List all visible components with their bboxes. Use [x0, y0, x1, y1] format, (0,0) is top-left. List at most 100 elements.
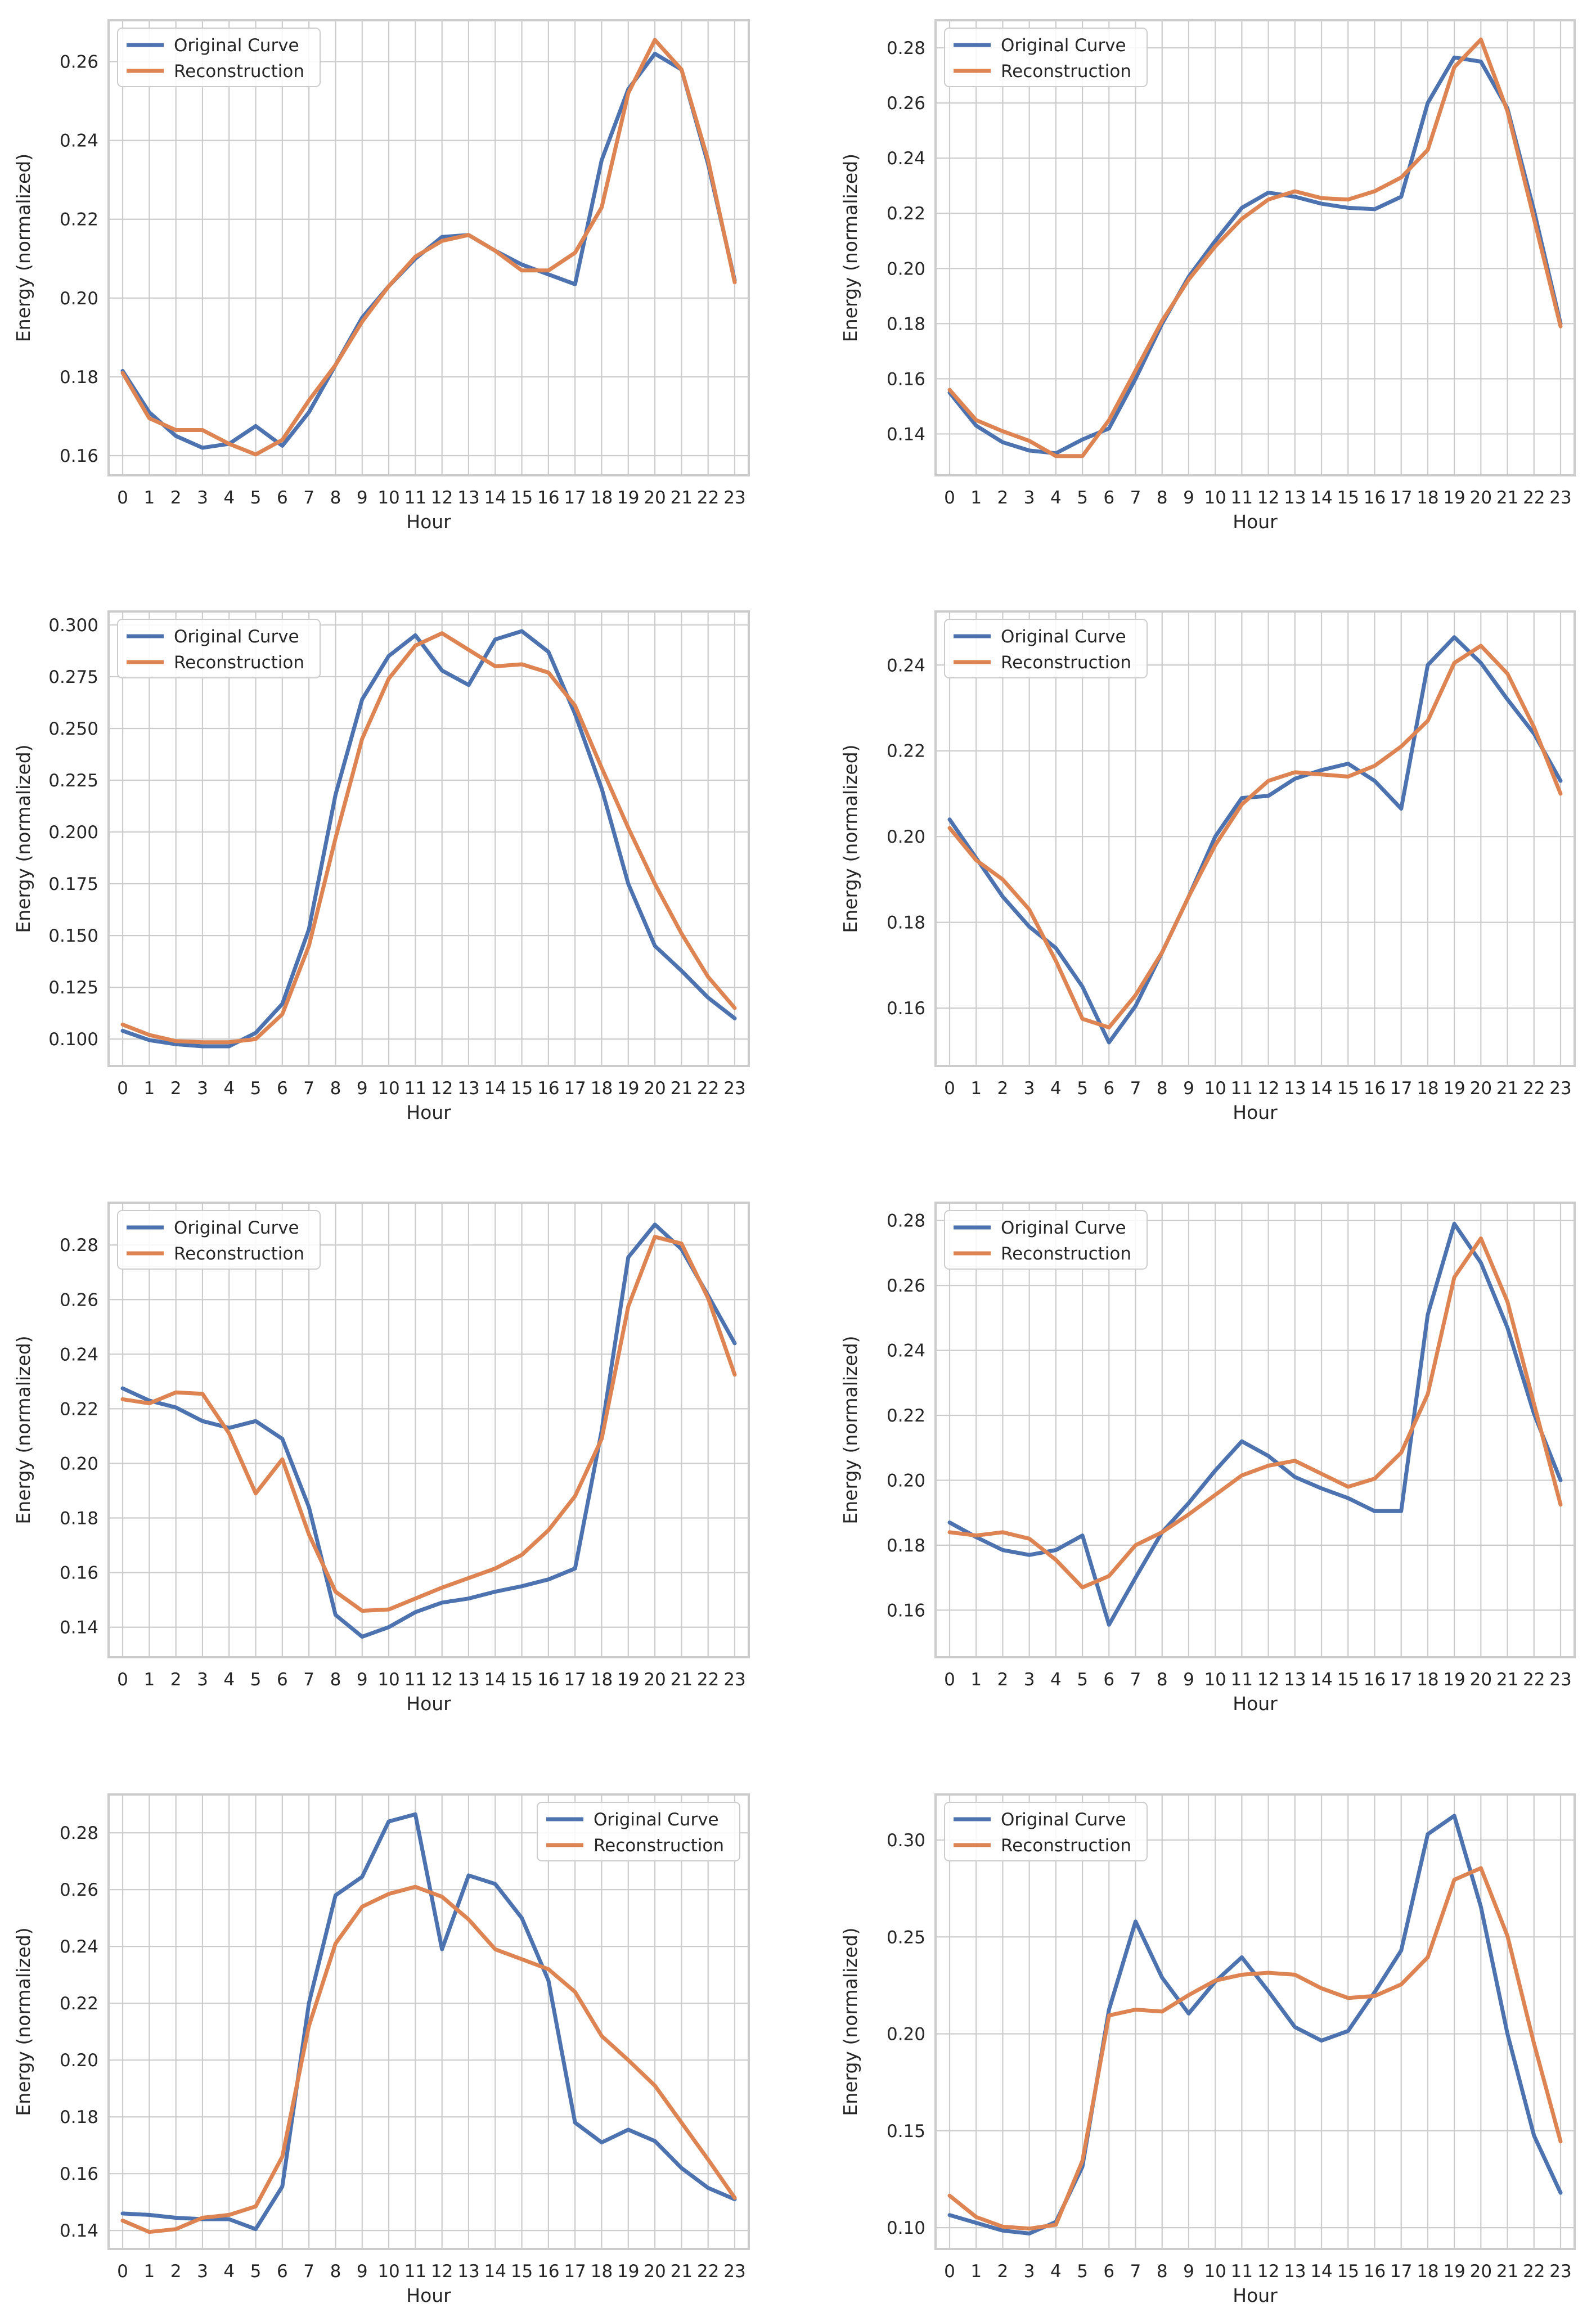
x-tick-label: 11	[404, 1078, 426, 1099]
y-tick-label: 0.20	[60, 2050, 98, 2071]
y-tick-label: 0.18	[887, 1536, 925, 1556]
x-tick-label: 23	[1549, 1078, 1571, 1099]
x-tick-label: 12	[431, 1670, 453, 1690]
x-tick-label: 22	[1523, 488, 1545, 508]
y-tick-label: 0.200	[48, 822, 98, 843]
x-tick-label: 23	[1549, 488, 1571, 508]
x-tick-label: 8	[330, 488, 341, 508]
x-tick-label: 16	[1364, 488, 1386, 508]
y-tick-label: 0.125	[48, 978, 98, 998]
x-tick-label: 15	[511, 1670, 533, 1690]
plot-frame	[934, 19, 1576, 476]
x-tick-label: 17	[564, 2261, 586, 2282]
x-tick-label: 4	[223, 1078, 235, 1099]
x-tick-label: 2	[170, 2261, 182, 2282]
x-tick-label: 21	[1496, 2261, 1518, 2282]
x-tick-label: 0	[117, 1670, 128, 1690]
y-tick-label: 0.22	[60, 1399, 98, 1419]
x-tick-label: 8	[1157, 2261, 1168, 2282]
y-tick-label: 0.24	[60, 1344, 98, 1365]
y-tick-label: 0.22	[60, 210, 98, 230]
x-tick-label: 13	[1284, 1078, 1306, 1099]
x-tick-label: 10	[377, 1078, 399, 1099]
x-axis-label: Hour	[406, 511, 451, 533]
x-tick-label: 3	[197, 1078, 208, 1099]
legend-label: Original Curve	[174, 35, 299, 56]
y-axis-label: Energy (normalized)	[839, 154, 861, 342]
y-tick-label: 0.16	[60, 2164, 98, 2184]
legend: Original Curve Reconstruction	[117, 619, 321, 678]
x-tick-label: 3	[1024, 2261, 1035, 2282]
x-tick-label: 13	[457, 1670, 479, 1690]
x-tick-label: 21	[1496, 488, 1518, 508]
y-tick-label: 0.225	[48, 771, 98, 791]
x-tick-label: 11	[1231, 488, 1253, 508]
x-tick-label: 5	[1077, 488, 1088, 508]
x-tick-label: 22	[697, 488, 719, 508]
y-tick-label: 0.20	[887, 827, 925, 847]
x-tick-label: 15	[511, 1078, 533, 1099]
x-tick-label: 17	[564, 1670, 586, 1690]
x-tick-label: 3	[197, 488, 208, 508]
x-axis-label: Hour	[406, 1101, 451, 1123]
y-tick-label: 0.18	[60, 367, 98, 388]
series-line-reconstruction	[947, 1866, 1563, 2231]
x-tick-label: 16	[537, 488, 559, 508]
x-tick-label: 4	[223, 2261, 235, 2282]
x-tick-label: 22	[1523, 1078, 1545, 1099]
x-tick-label: 2	[997, 1670, 1009, 1690]
x-axis-label: Hour	[406, 1693, 451, 1715]
legend-box	[944, 619, 1148, 678]
x-tick-label: 10	[377, 2261, 399, 2282]
series-line-reconstruction	[120, 1884, 737, 2234]
x-tick-label: 19	[1443, 1078, 1465, 1099]
x-tick-label: 10	[377, 488, 399, 508]
legend-label: Reconstruction	[594, 1836, 724, 1856]
plot-frame	[107, 1202, 750, 1658]
x-tick-label: 9	[1183, 1078, 1194, 1099]
x-tick-label: 23	[723, 1670, 745, 1690]
y-tick-label: 0.22	[887, 1406, 925, 1426]
series-line-original-curve	[947, 1814, 1563, 2235]
legend-label: Reconstruction	[1001, 1244, 1131, 1264]
series-line-reconstruction	[947, 37, 1563, 458]
x-tick-label: 5	[1077, 1078, 1088, 1099]
y-tick-label: 0.16	[60, 446, 98, 466]
x-tick-label: 2	[170, 1670, 182, 1690]
chart-panel-4: 0 1 2 3 4 5 6 7 8 9 10 11 12 13 14 15 16 17 18 19 20 21 22 230.…	[839, 610, 1576, 1123]
x-tick-label: 13	[1284, 488, 1306, 508]
x-tick-label: 1	[970, 1078, 982, 1099]
x-tick-label: 13	[1284, 1670, 1306, 1690]
x-tick-label: 18	[591, 488, 613, 508]
x-tick-label: 21	[671, 488, 693, 508]
y-tick-label: 0.16	[887, 998, 925, 1019]
x-tick-label: 6	[277, 2261, 288, 2282]
y-tick-label: 0.20	[887, 2025, 925, 2045]
x-axis-label: Hour	[1233, 1693, 1278, 1715]
y-tick-label: 0.22	[60, 1994, 98, 2014]
x-tick-label: 19	[617, 1670, 639, 1690]
x-tick-label: 9	[357, 488, 368, 508]
x-tick-label: 10	[1204, 1670, 1226, 1690]
x-tick-label: 7	[303, 1670, 314, 1690]
series-line-reconstruction	[120, 631, 737, 1045]
x-tick-label: 5	[1077, 1670, 1088, 1690]
x-tick-label: 1	[143, 1078, 155, 1099]
x-tick-label: 16	[1364, 2261, 1386, 2282]
y-tick-label: 0.26	[887, 93, 925, 114]
chart-panel-6: 0 1 2 3 4 5 6 7 8 9 10 11 12 13 14 15 16 17 18 19 20 21 22 230.…	[839, 1202, 1576, 1715]
y-tick-label: 0.24	[887, 655, 925, 676]
y-axis-label: Energy (normalized)	[12, 1335, 34, 1524]
y-tick-label: 0.24	[60, 131, 98, 151]
x-tick-label: 9	[1183, 1670, 1194, 1690]
x-tick-label: 11	[404, 2261, 426, 2282]
x-tick-label: 16	[537, 1670, 559, 1690]
legend-box	[117, 1210, 321, 1270]
x-tick-label: 18	[1417, 488, 1438, 508]
x-tick-label: 7	[303, 2261, 314, 2282]
x-tick-label: 0	[117, 2261, 128, 2282]
x-tick-label: 0	[944, 1670, 955, 1690]
y-tick-label: 0.18	[887, 913, 925, 933]
x-tick-label: 7	[1130, 2261, 1141, 2282]
y-tick-label: 0.25	[887, 1927, 925, 1947]
